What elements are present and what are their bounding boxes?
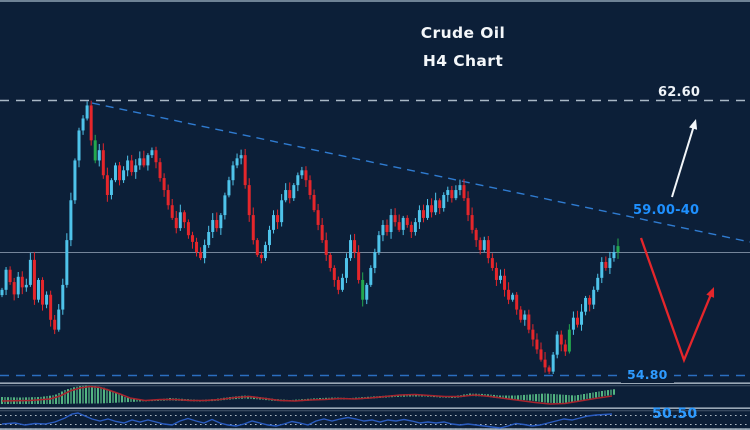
rsi-level-label: 50.50 xyxy=(652,406,698,422)
resistance-level-label: 62.60 xyxy=(658,85,701,100)
chart-subtitle: H4 Chart xyxy=(422,52,504,70)
trendline-zone-label: 59.00-40 xyxy=(633,203,700,218)
chart-title-block: Crude Oil H4 Chart xyxy=(330,24,596,70)
chart-title: Crude Oil xyxy=(420,24,506,42)
support-level-label: 54.80 xyxy=(621,368,674,383)
